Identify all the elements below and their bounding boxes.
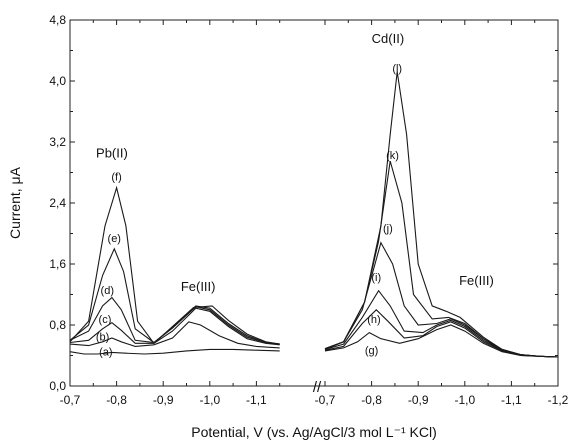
x-tick-label: -0,8	[106, 393, 127, 407]
curve-i	[324, 289, 559, 358]
curve-label: (k)	[386, 150, 399, 162]
x-tick-label: -1,1	[501, 393, 522, 407]
curve-c	[69, 307, 280, 346]
x-tick-label: -1,2	[548, 393, 569, 407]
curve-f	[69, 185, 280, 345]
y-axis-title: Current, μA	[7, 166, 23, 239]
y-tick-label: 1,6	[49, 257, 66, 271]
x-tick-label: -0,7	[60, 393, 81, 407]
axis-break: //	[313, 379, 322, 396]
x-tick-label: -0,9	[408, 393, 429, 407]
y-tick-label: 2,4	[49, 196, 66, 210]
axis-ticks: 0,0 0,8 1,6 2,4 3,2 4,0 4,8 -0,7 -0,8 -0,9 -1,0 -1,…	[49, 13, 568, 407]
ion-annotation: Fe(III)	[181, 279, 216, 294]
curve-labels: (a) (b) (c) (d) (e) (f) (g) (h) (i) (j) (k) (l)	[96, 63, 402, 359]
y-tick-label: 4,0	[49, 74, 66, 88]
ion-annotation: Cd(II)	[372, 31, 405, 46]
plot-frame	[69, 19, 559, 387]
curve-label: (l)	[392, 63, 402, 75]
curve-label: (g)	[365, 345, 378, 357]
curve-label: (b)	[96, 331, 109, 343]
curve-label: (h)	[367, 314, 380, 326]
ion-annotation: Fe(III)	[459, 273, 494, 288]
x-axis-title: Potential, V (vs. Ag/AgCl/3 mol L⁻¹ KCl)	[191, 424, 436, 440]
curve-label: (e)	[108, 233, 121, 245]
x-tick-label: -0,7	[315, 393, 336, 407]
x-tick-label: -1,0	[199, 393, 220, 407]
annotations: Pb(II) Fe(III) Cd(II) Fe(III)	[96, 31, 494, 294]
curve-label: (d)	[101, 285, 114, 297]
curve-label: (a)	[99, 347, 112, 359]
y-tick-label: 4,8	[49, 13, 66, 27]
x-tick-label: -1,0	[454, 393, 475, 407]
curves	[69, 71, 559, 358]
x-tick-label: -0,9	[153, 393, 174, 407]
x-tick-label: -1,1	[246, 393, 267, 407]
y-tick-label: 0,8	[49, 318, 66, 332]
curve-h	[324, 309, 559, 358]
curve-label: (f)	[111, 171, 121, 183]
x-tick-label: -0,8	[361, 393, 382, 407]
curve-label: (j)	[383, 223, 393, 235]
ion-annotation: Pb(II)	[96, 145, 128, 160]
curve-label: (i)	[371, 272, 381, 284]
curve-label: (c)	[99, 314, 112, 326]
curve-b	[69, 321, 280, 349]
y-tick-label: 3,2	[49, 135, 66, 149]
curve-a	[69, 348, 280, 355]
curve-g	[324, 324, 559, 358]
curve-l	[324, 71, 559, 358]
y-tick-label: 0,0	[49, 379, 66, 393]
